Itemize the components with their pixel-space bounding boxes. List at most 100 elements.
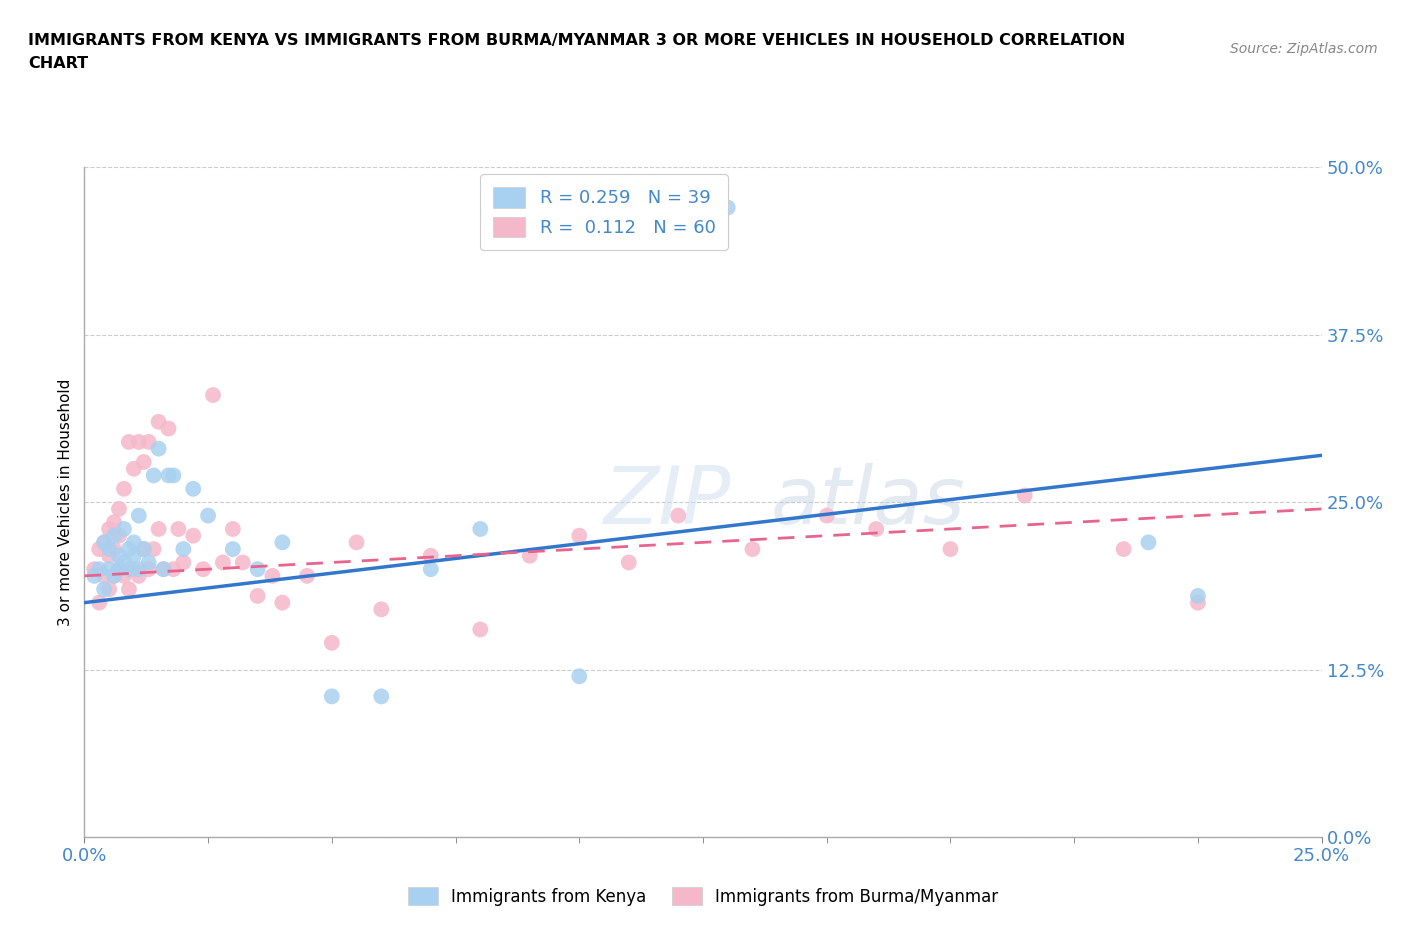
Point: [197, 508, 219, 523]
Point: [98, 541, 121, 556]
Point: [246, 562, 269, 577]
Point: [1137, 535, 1160, 550]
Point: [128, 508, 150, 523]
Point: [295, 568, 318, 583]
Point: [103, 541, 125, 556]
Point: [1014, 488, 1036, 503]
Point: [142, 541, 165, 556]
Point: [419, 562, 441, 577]
Point: [98, 522, 121, 537]
Point: [148, 522, 170, 537]
Point: [271, 535, 294, 550]
Point: [118, 434, 141, 449]
Point: [939, 541, 962, 556]
Point: [162, 562, 184, 577]
Point: [181, 528, 204, 543]
Point: [128, 434, 150, 449]
Point: [181, 482, 204, 497]
Point: [321, 635, 343, 650]
Point: [122, 549, 145, 564]
Point: [108, 528, 131, 543]
Point: [262, 568, 284, 583]
Point: [83, 562, 105, 577]
Point: [103, 528, 125, 543]
Point: [108, 549, 131, 564]
Point: [89, 595, 111, 610]
Point: [118, 562, 141, 577]
Point: [112, 482, 135, 497]
Point: [112, 555, 135, 570]
Point: [98, 549, 121, 564]
Point: [128, 562, 150, 577]
Point: [89, 541, 111, 556]
Point: [1187, 595, 1209, 610]
Point: [321, 689, 343, 704]
Point: [167, 522, 190, 537]
Point: [741, 541, 763, 556]
Point: [138, 562, 160, 577]
Point: [108, 501, 131, 516]
Text: Source: ZipAtlas.com: Source: ZipAtlas.com: [1230, 42, 1378, 56]
Point: [157, 468, 180, 483]
Point: [191, 562, 214, 577]
Point: [470, 622, 492, 637]
Legend: Immigrants from Kenya, Immigrants from Burma/Myanmar: Immigrants from Kenya, Immigrants from B…: [401, 881, 1005, 912]
Point: [202, 388, 225, 403]
Point: [93, 535, 115, 550]
Text: CHART: CHART: [28, 56, 89, 71]
Point: [103, 568, 125, 583]
Point: [568, 669, 591, 684]
Point: [108, 562, 131, 577]
Point: [152, 562, 174, 577]
Text: ZIP: ZIP: [605, 463, 731, 541]
Point: [93, 582, 115, 597]
Text: IMMIGRANTS FROM KENYA VS IMMIGRANTS FROM BURMA/MYANMAR 3 OR MORE VEHICLES IN HOU: IMMIGRANTS FROM KENYA VS IMMIGRANTS FROM…: [28, 33, 1125, 47]
Point: [132, 541, 155, 556]
Point: [617, 555, 640, 570]
Point: [112, 568, 135, 583]
Point: [103, 515, 125, 530]
Point: [172, 541, 194, 556]
Point: [118, 541, 141, 556]
Point: [98, 582, 121, 597]
Point: [162, 468, 184, 483]
Point: [419, 549, 441, 564]
Point: [142, 468, 165, 483]
Point: [138, 555, 160, 570]
Point: [568, 528, 591, 543]
Point: [148, 415, 170, 430]
Point: [89, 562, 111, 577]
Point: [132, 541, 155, 556]
Point: [222, 522, 245, 537]
Text: atlas: atlas: [770, 463, 966, 541]
Point: [370, 602, 392, 617]
Point: [815, 508, 838, 523]
Point: [346, 535, 368, 550]
Point: [132, 455, 155, 470]
Point: [717, 200, 740, 215]
Point: [122, 461, 145, 476]
Point: [138, 434, 160, 449]
Point: [519, 549, 541, 564]
Point: [118, 582, 141, 597]
Point: [122, 535, 145, 550]
Point: [470, 522, 492, 537]
Point: [157, 421, 180, 436]
Point: [246, 589, 269, 604]
Point: [93, 535, 115, 550]
Point: [666, 508, 689, 523]
Point: [148, 441, 170, 456]
Point: [1112, 541, 1135, 556]
Point: [93, 568, 115, 583]
Point: [212, 555, 235, 570]
Point: [98, 562, 121, 577]
Point: [152, 562, 174, 577]
Point: [222, 541, 245, 556]
Point: [865, 522, 887, 537]
Point: [370, 689, 392, 704]
Point: [108, 562, 131, 577]
Point: [1187, 589, 1209, 604]
Point: [83, 568, 105, 583]
Point: [232, 555, 254, 570]
Point: [112, 522, 135, 537]
